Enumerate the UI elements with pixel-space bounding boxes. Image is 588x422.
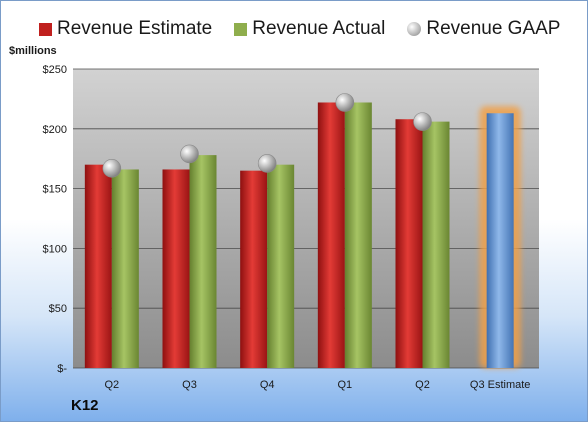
bar-estimate: [84, 164, 112, 368]
legend-item-actual: Revenue Actual: [234, 18, 385, 40]
bar-estimate: [317, 102, 345, 368]
y-axis-unit-label: $millions: [9, 45, 57, 57]
legend-label-actual: Revenue Actual: [252, 18, 386, 39]
bar-actual: [344, 102, 372, 368]
grid-lines: [73, 68, 539, 369]
y-tick-label: $50: [49, 303, 67, 315]
bar-estimate: [395, 119, 423, 369]
x-tick-label: Q1: [337, 379, 352, 391]
x-tick-label: Q3 Estimate: [470, 379, 531, 391]
x-tick-label: Q2: [415, 379, 430, 391]
gaap-marker: [335, 93, 355, 112]
bar-actual: [189, 155, 217, 368]
plot-area: [73, 69, 539, 368]
y-tick-label: $-: [57, 363, 67, 375]
legend-item-estimate: Revenue Estimate: [39, 18, 212, 40]
legend-item-gaap: Revenue GAAP: [407, 18, 560, 40]
gaap-marker: [257, 154, 277, 173]
company-label: K12: [71, 397, 99, 414]
gaap-markers: [102, 93, 432, 178]
legend-swatch-estimate: [39, 22, 52, 36]
x-tick-label: Q2: [104, 379, 119, 391]
y-tick-label: $150: [43, 184, 67, 196]
bars: [84, 102, 521, 369]
legend-swatch-actual: [234, 22, 248, 36]
legend-marker-gaap: [407, 22, 422, 36]
bar-actual: [267, 164, 295, 368]
y-tick-label: $200: [43, 124, 67, 136]
y-tick-label: $250: [43, 64, 67, 76]
legend-label-estimate: Revenue Estimate: [57, 18, 213, 39]
gaap-marker: [102, 158, 122, 178]
bar-forecast: [486, 113, 514, 368]
gaap-marker: [180, 144, 199, 164]
bar-actual: [422, 121, 450, 369]
gaap-marker: [413, 112, 432, 131]
x-tick-label: Q4: [260, 379, 275, 391]
legend-label-gaap: Revenue GAAP: [426, 18, 561, 39]
bar-estimate: [240, 170, 268, 368]
bar-actual: [111, 169, 139, 368]
bar-estimate: [162, 169, 190, 368]
y-tick-label: $100: [43, 243, 67, 255]
legend: Revenue Estimate Revenue Actual Revenue …: [39, 16, 560, 42]
x-axis-labels: Q2 Q3 Q4 Q1 Q2 Q3 Estimate: [104, 379, 530, 391]
y-axis-ticks: $- $50 $100 $150 $200 $250: [43, 64, 68, 375]
x-tick-label: Q3: [182, 379, 197, 391]
